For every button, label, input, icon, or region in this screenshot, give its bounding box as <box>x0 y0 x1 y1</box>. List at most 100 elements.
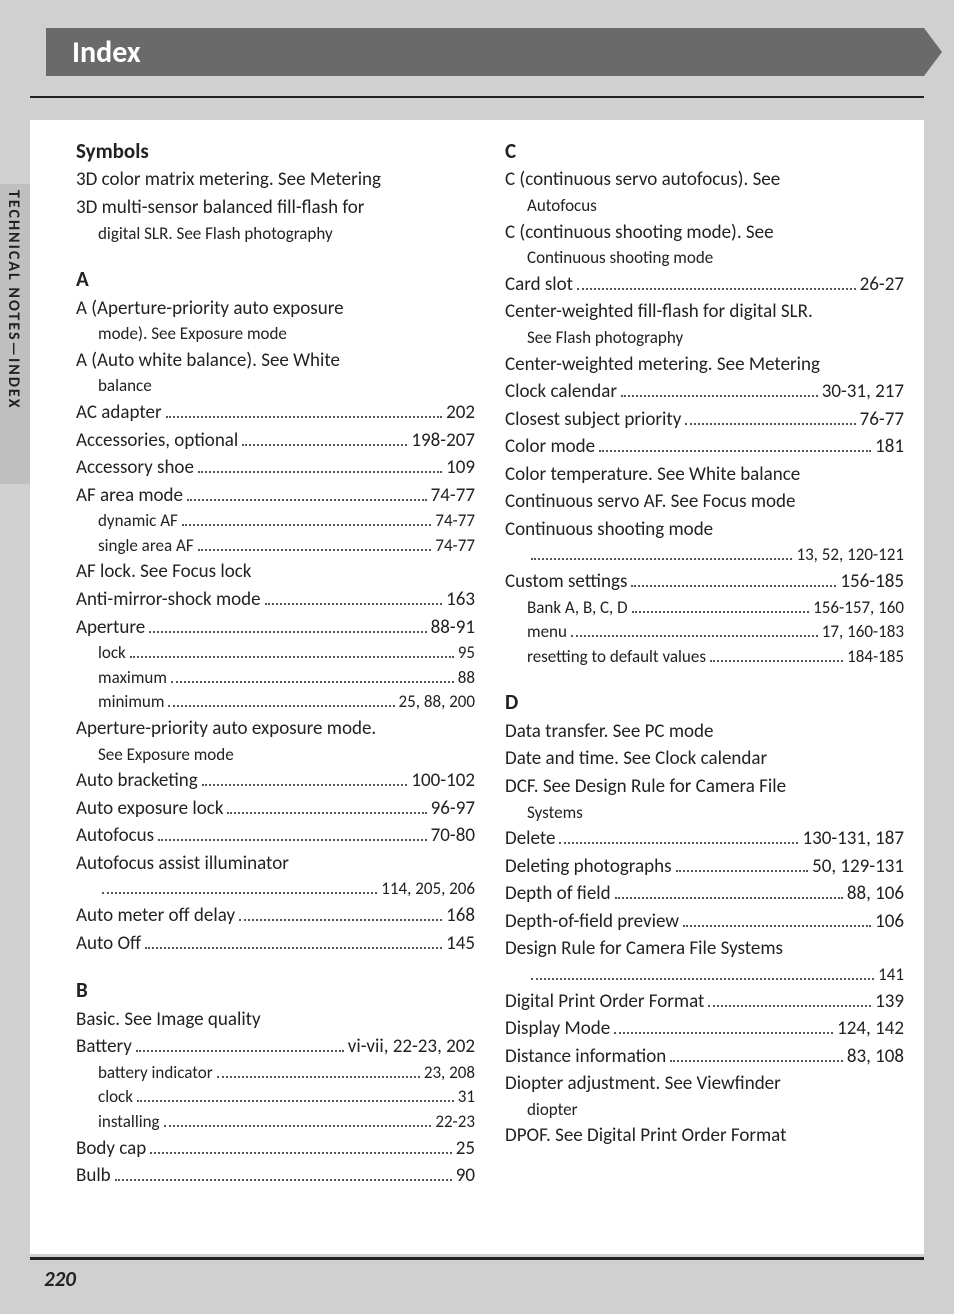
leader-dots <box>632 611 810 613</box>
page-ref: 25, 88, 200 <box>399 690 475 715</box>
entry: Continuous shooting mode <box>505 246 904 271</box>
page-ref: 22-23 <box>435 1110 475 1135</box>
entry: Data transfer. See PC mode <box>505 718 904 746</box>
entry: Display Mode124, 142 <box>505 1015 904 1043</box>
label: Bulb <box>76 1162 111 1190</box>
entry: DPOF. See Digital Print Order Format <box>505 1122 904 1150</box>
entry: AF lock. See Focus lock <box>76 558 475 586</box>
entry: Auto bracketing 100-102 <box>76 767 475 795</box>
leader-dots <box>198 549 432 551</box>
leader-dots <box>202 784 408 786</box>
leader-dots <box>599 450 871 452</box>
leader-dots <box>168 705 394 707</box>
leader-dots <box>577 288 856 290</box>
page-ref: 74-77 <box>435 509 475 534</box>
page-ref: 13, 52, 120-121 <box>796 543 904 568</box>
entry: Auto meter off delay168 <box>76 902 475 930</box>
entry: C (continuous shooting mode). See <box>505 219 904 247</box>
page-ref: 163 <box>446 586 475 614</box>
index-columns: Symbols 3D color matrix metering. See Me… <box>76 126 904 1244</box>
page-ref: 141 <box>878 963 904 988</box>
page-ref: 70-80 <box>431 822 475 850</box>
page-ref: 100-102 <box>411 767 475 795</box>
leader-dots <box>676 870 809 872</box>
entry: Aperture 88-91 <box>76 614 475 642</box>
page-ref: 76-77 <box>860 406 904 434</box>
label: Deleting photographs <box>505 853 672 881</box>
label: lock <box>98 641 126 666</box>
entry: Custom settings156-185 <box>505 568 904 596</box>
entry: Color temperature. See White balance <box>505 461 904 489</box>
entry: Center-weighted metering. See Metering <box>505 351 904 379</box>
label: Clock calendar <box>505 378 617 406</box>
sub-entry: battery indicator23, 208 <box>76 1061 475 1086</box>
label: minimum <box>98 690 164 715</box>
entry: Aperture-priority auto exposure mode. <box>76 715 475 743</box>
label: Body cap <box>76 1135 146 1163</box>
entry: Systems <box>505 801 904 826</box>
page-ref: 88-91 <box>431 614 475 642</box>
label: Auto exposure lock <box>76 795 223 823</box>
entry: Diopter adjustment. See Viewfinder <box>505 1070 904 1098</box>
sub-entry: maximum88 <box>76 666 475 691</box>
entry: Accessory shoe109 <box>76 454 475 482</box>
page-ref: 96-97 <box>431 795 475 823</box>
label: Depth of field <box>505 880 611 908</box>
sub-entry: minimum 25, 88, 200 <box>76 690 475 715</box>
label: AC adapter <box>76 399 162 427</box>
page-ref: 130-131, 187 <box>802 825 904 853</box>
entry: DCF. See Design Rule for Camera File <box>505 773 904 801</box>
leader-dots <box>531 978 874 980</box>
label: Anti-mirror-shock mode <box>76 586 261 614</box>
sub-entry: clock31 <box>76 1085 475 1110</box>
leader-dots <box>242 444 407 446</box>
sub-entry: menu 17, 160-183 <box>505 620 904 645</box>
page-ref: 88, 106 <box>847 880 904 908</box>
page-number: 220 <box>44 1266 76 1292</box>
entry: Auto Off145 <box>76 930 475 958</box>
label: Auto bracketing <box>76 767 198 795</box>
leader-dots <box>631 585 836 587</box>
label: dynamic AF <box>98 509 178 534</box>
page-ref: 17, 160-183 <box>822 620 904 645</box>
section-symbols: Symbols <box>76 136 475 166</box>
entry: Clock calendar30-31, 217 <box>505 378 904 406</box>
page-ref: 95 <box>458 641 475 666</box>
leader-dots <box>559 842 798 844</box>
label: single area AF <box>98 534 194 559</box>
leader-dots <box>115 1179 452 1181</box>
label: Auto Off <box>76 930 141 958</box>
page-ref: 114, 205, 206 <box>381 877 475 902</box>
entry: Depth-of-field preview106 <box>505 908 904 936</box>
leader-dots <box>150 1152 452 1154</box>
leader-dots <box>614 1032 833 1034</box>
entry: Basic. See Image quality <box>76 1006 475 1034</box>
page-ref: 26-27 <box>860 271 904 299</box>
entry: Delete130-131, 187 <box>505 825 904 853</box>
label: Bank A, B, C, D <box>527 596 628 621</box>
sub-entry: 141 <box>505 963 904 988</box>
leader-dots <box>708 1005 871 1007</box>
page-body: TECHNICAL NOTES—INDEX Symbols 3D color m… <box>30 120 924 1254</box>
entry: See Exposure mode <box>76 743 475 768</box>
label: Card slot <box>505 271 573 299</box>
page-ref: 156-185 <box>840 568 904 596</box>
page-ref: 139 <box>875 988 904 1016</box>
label: Battery <box>76 1033 132 1061</box>
label: Aperture <box>76 614 145 642</box>
section-c: C <box>505 136 904 166</box>
leader-dots <box>239 919 442 921</box>
page-ref: 50, 129-131 <box>812 853 904 881</box>
leader-dots <box>217 1076 420 1078</box>
entry: Closest subject priority76-77 <box>505 406 904 434</box>
sub-entry: single area AF74-77 <box>76 534 475 559</box>
leader-dots <box>198 471 442 473</box>
label: battery indicator <box>98 1061 213 1086</box>
leader-dots <box>531 558 792 560</box>
entry: Digital Print Order Format139 <box>505 988 904 1016</box>
label: Accessories, optional <box>76 427 238 455</box>
label: Depth-of-field preview <box>505 908 679 936</box>
page-ref: 90 <box>456 1162 475 1190</box>
label: menu <box>527 620 567 645</box>
entry: A (Aperture-priority auto exposure <box>76 295 475 323</box>
